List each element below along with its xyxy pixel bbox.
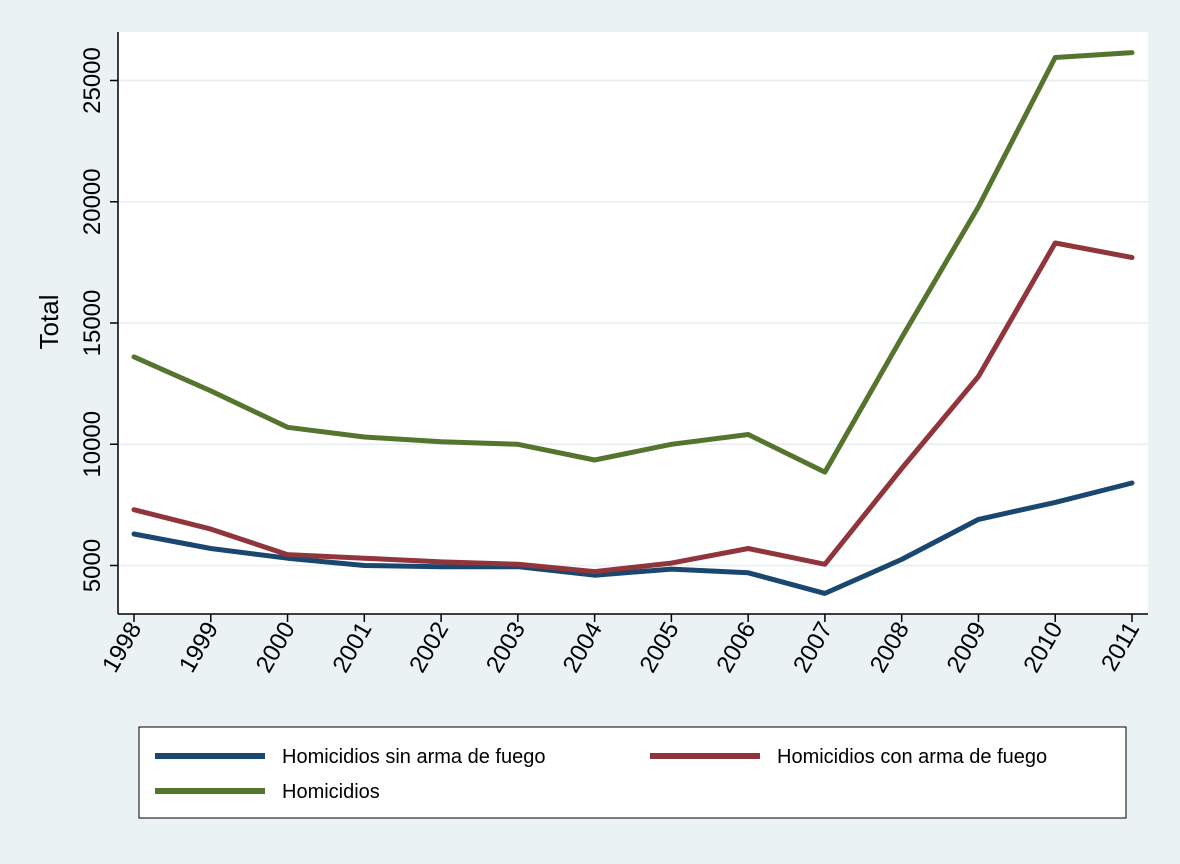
x-tick-label-2007: 2007	[788, 618, 838, 678]
x-tick-label-2002: 2002	[404, 618, 454, 678]
x-tick-label-2008: 2008	[865, 618, 915, 678]
x-tick-label-2006: 2006	[711, 618, 761, 678]
series-line-homicidios-con-arma-de-fuego	[131, 240, 1135, 575]
x-ticks: 1998 1999 2000 2001 2002 2003 2004 2005 2006 2007…	[97, 614, 1145, 677]
gridlines	[118, 79, 1148, 567]
legend-label-homicidios-con-arma-de-fuego: Homicidios con arma de fuego	[777, 746, 1047, 768]
x-tick-label-2000: 2000	[251, 618, 301, 678]
series-line-homicidios	[131, 50, 1135, 475]
legend: Homicidios sin arma de fuego Homicidios c…	[138, 726, 1127, 819]
x-tick-label-2004: 2004	[558, 618, 608, 678]
x-tick-label-2005: 2005	[635, 618, 685, 678]
legend-label-homicidios-sin-arma-de-fuego: Homicidios sin arma de fuego	[282, 746, 545, 768]
y-tick-label-20000: 20000	[79, 168, 106, 235]
y-tick-label-25000: 25000	[79, 47, 106, 114]
series-lines	[131, 50, 1135, 596]
legend-box	[138, 726, 1127, 819]
x-tick-label-2010: 2010	[1018, 618, 1068, 678]
y-ticks: 5000 10000 15000 20000 25000	[79, 47, 118, 592]
x-tick-label-1998: 1998	[97, 618, 147, 678]
x-tick-label-2003: 2003	[481, 618, 531, 678]
legend-label-homicidios: Homicidios	[282, 781, 380, 803]
series-line-homicidios-sin-arma-de-fuego	[131, 480, 1135, 596]
y-tick-label-10000: 10000	[79, 411, 106, 478]
x-tick-label-2009: 2009	[942, 618, 992, 678]
y-axis-label: Total	[34, 295, 64, 350]
x-tick-label-1999: 1999	[174, 618, 224, 678]
x-tick-label-2001: 2001	[327, 618, 377, 678]
y-tick-label-5000: 5000	[79, 539, 106, 592]
x-tick-label-2011: 2011	[1096, 618, 1145, 676]
y-tick-label-15000: 15000	[79, 290, 106, 357]
